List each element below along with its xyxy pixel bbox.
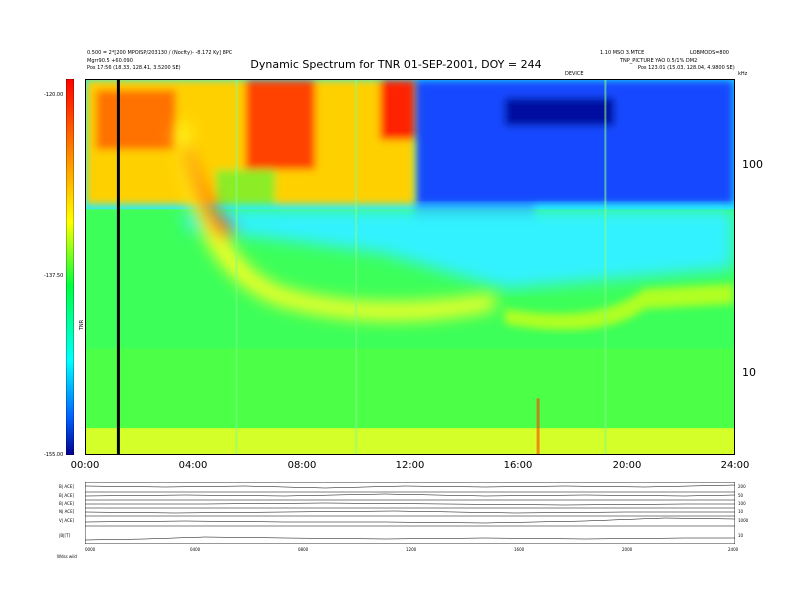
- x-tick-4: 16:00: [503, 460, 533, 471]
- sub-right-tick-5: 10: [738, 533, 744, 538]
- vertical-marker: [116, 80, 120, 454]
- colorbar-tick-mid: -137.50: [44, 273, 64, 279]
- x-tick-2: 08:00: [287, 460, 317, 471]
- sub-right-tick-3: 10: [738, 509, 744, 514]
- sub-x-tick-2: 0800: [298, 547, 309, 552]
- colorbar-tick-top: -120.00: [44, 92, 64, 98]
- header-info-right-1: 1.10 MSO 3.MTCE: [600, 50, 645, 56]
- sub-x-tick-3: 1200: [406, 547, 417, 552]
- sub-x-tick-1: 0400: [190, 547, 201, 552]
- sub-right-tick-2: 100: [738, 501, 746, 506]
- sub-label-1: B| ACE]: [59, 493, 74, 498]
- header-info-left-3: Pos 17:56 (18.33, 128.41, 3.5200 SE): [87, 65, 181, 71]
- x-tick-1: 04:00: [178, 460, 208, 471]
- sub-label-4: V| ACE]: [59, 518, 74, 523]
- sub-label-2: B| ACE]: [59, 501, 74, 506]
- sub-right-tick-4: 1000: [738, 518, 749, 523]
- header-info-left-1: 0.500 = 2*[200 MPOISP/203130 / (Nocfty)-…: [87, 50, 233, 56]
- spectrogram-plot: [85, 79, 735, 455]
- sub-x-tick-6: 2400: [728, 547, 739, 552]
- sub-x-tick-0: 0000: [85, 547, 96, 552]
- x-tick-3: 12:00: [395, 460, 425, 471]
- chart-title: Dynamic Spectrum for TNR 01-SEP-2001, DO…: [250, 58, 542, 71]
- header-info-left-2: Mgrr90.5 +60.090: [87, 58, 133, 64]
- sub-right-tick-0: 200: [738, 484, 746, 489]
- header-info-right-3: Pos 123.01 (15.03, 128.04, 4.9800 SE): [638, 65, 735, 71]
- sub-label-0: B| ACE]: [59, 484, 74, 489]
- footer-label: Wdss wild: [57, 554, 77, 559]
- sub-x-tick-5: 2000: [622, 547, 633, 552]
- y-tick-10: 10: [742, 366, 756, 379]
- sub-right-tick-1: 50: [738, 493, 744, 498]
- device-label: DEVICE: [565, 71, 584, 77]
- x-tick-5: 20:00: [612, 460, 642, 471]
- colorbar-tick-bottom: -155.00: [44, 452, 64, 458]
- sub-label-5: |B|[T]: [59, 533, 71, 538]
- x-tick-6: 24:00: [720, 460, 750, 471]
- y-tick-100: 100: [742, 158, 763, 171]
- colorbar: [66, 79, 74, 455]
- unit-label: kHz: [738, 71, 748, 77]
- sub-label-3: N| ACE]: [59, 509, 75, 514]
- sub-x-tick-4: 1600: [514, 547, 525, 552]
- x-tick-0: 00:00: [70, 460, 100, 471]
- header-info-right-2: TNP_PICTURE YAO 0.5/1% DM2: [620, 58, 698, 64]
- solar-wind-panel: [85, 482, 735, 544]
- header-info-right-corner: LOBMODS=800: [690, 50, 729, 56]
